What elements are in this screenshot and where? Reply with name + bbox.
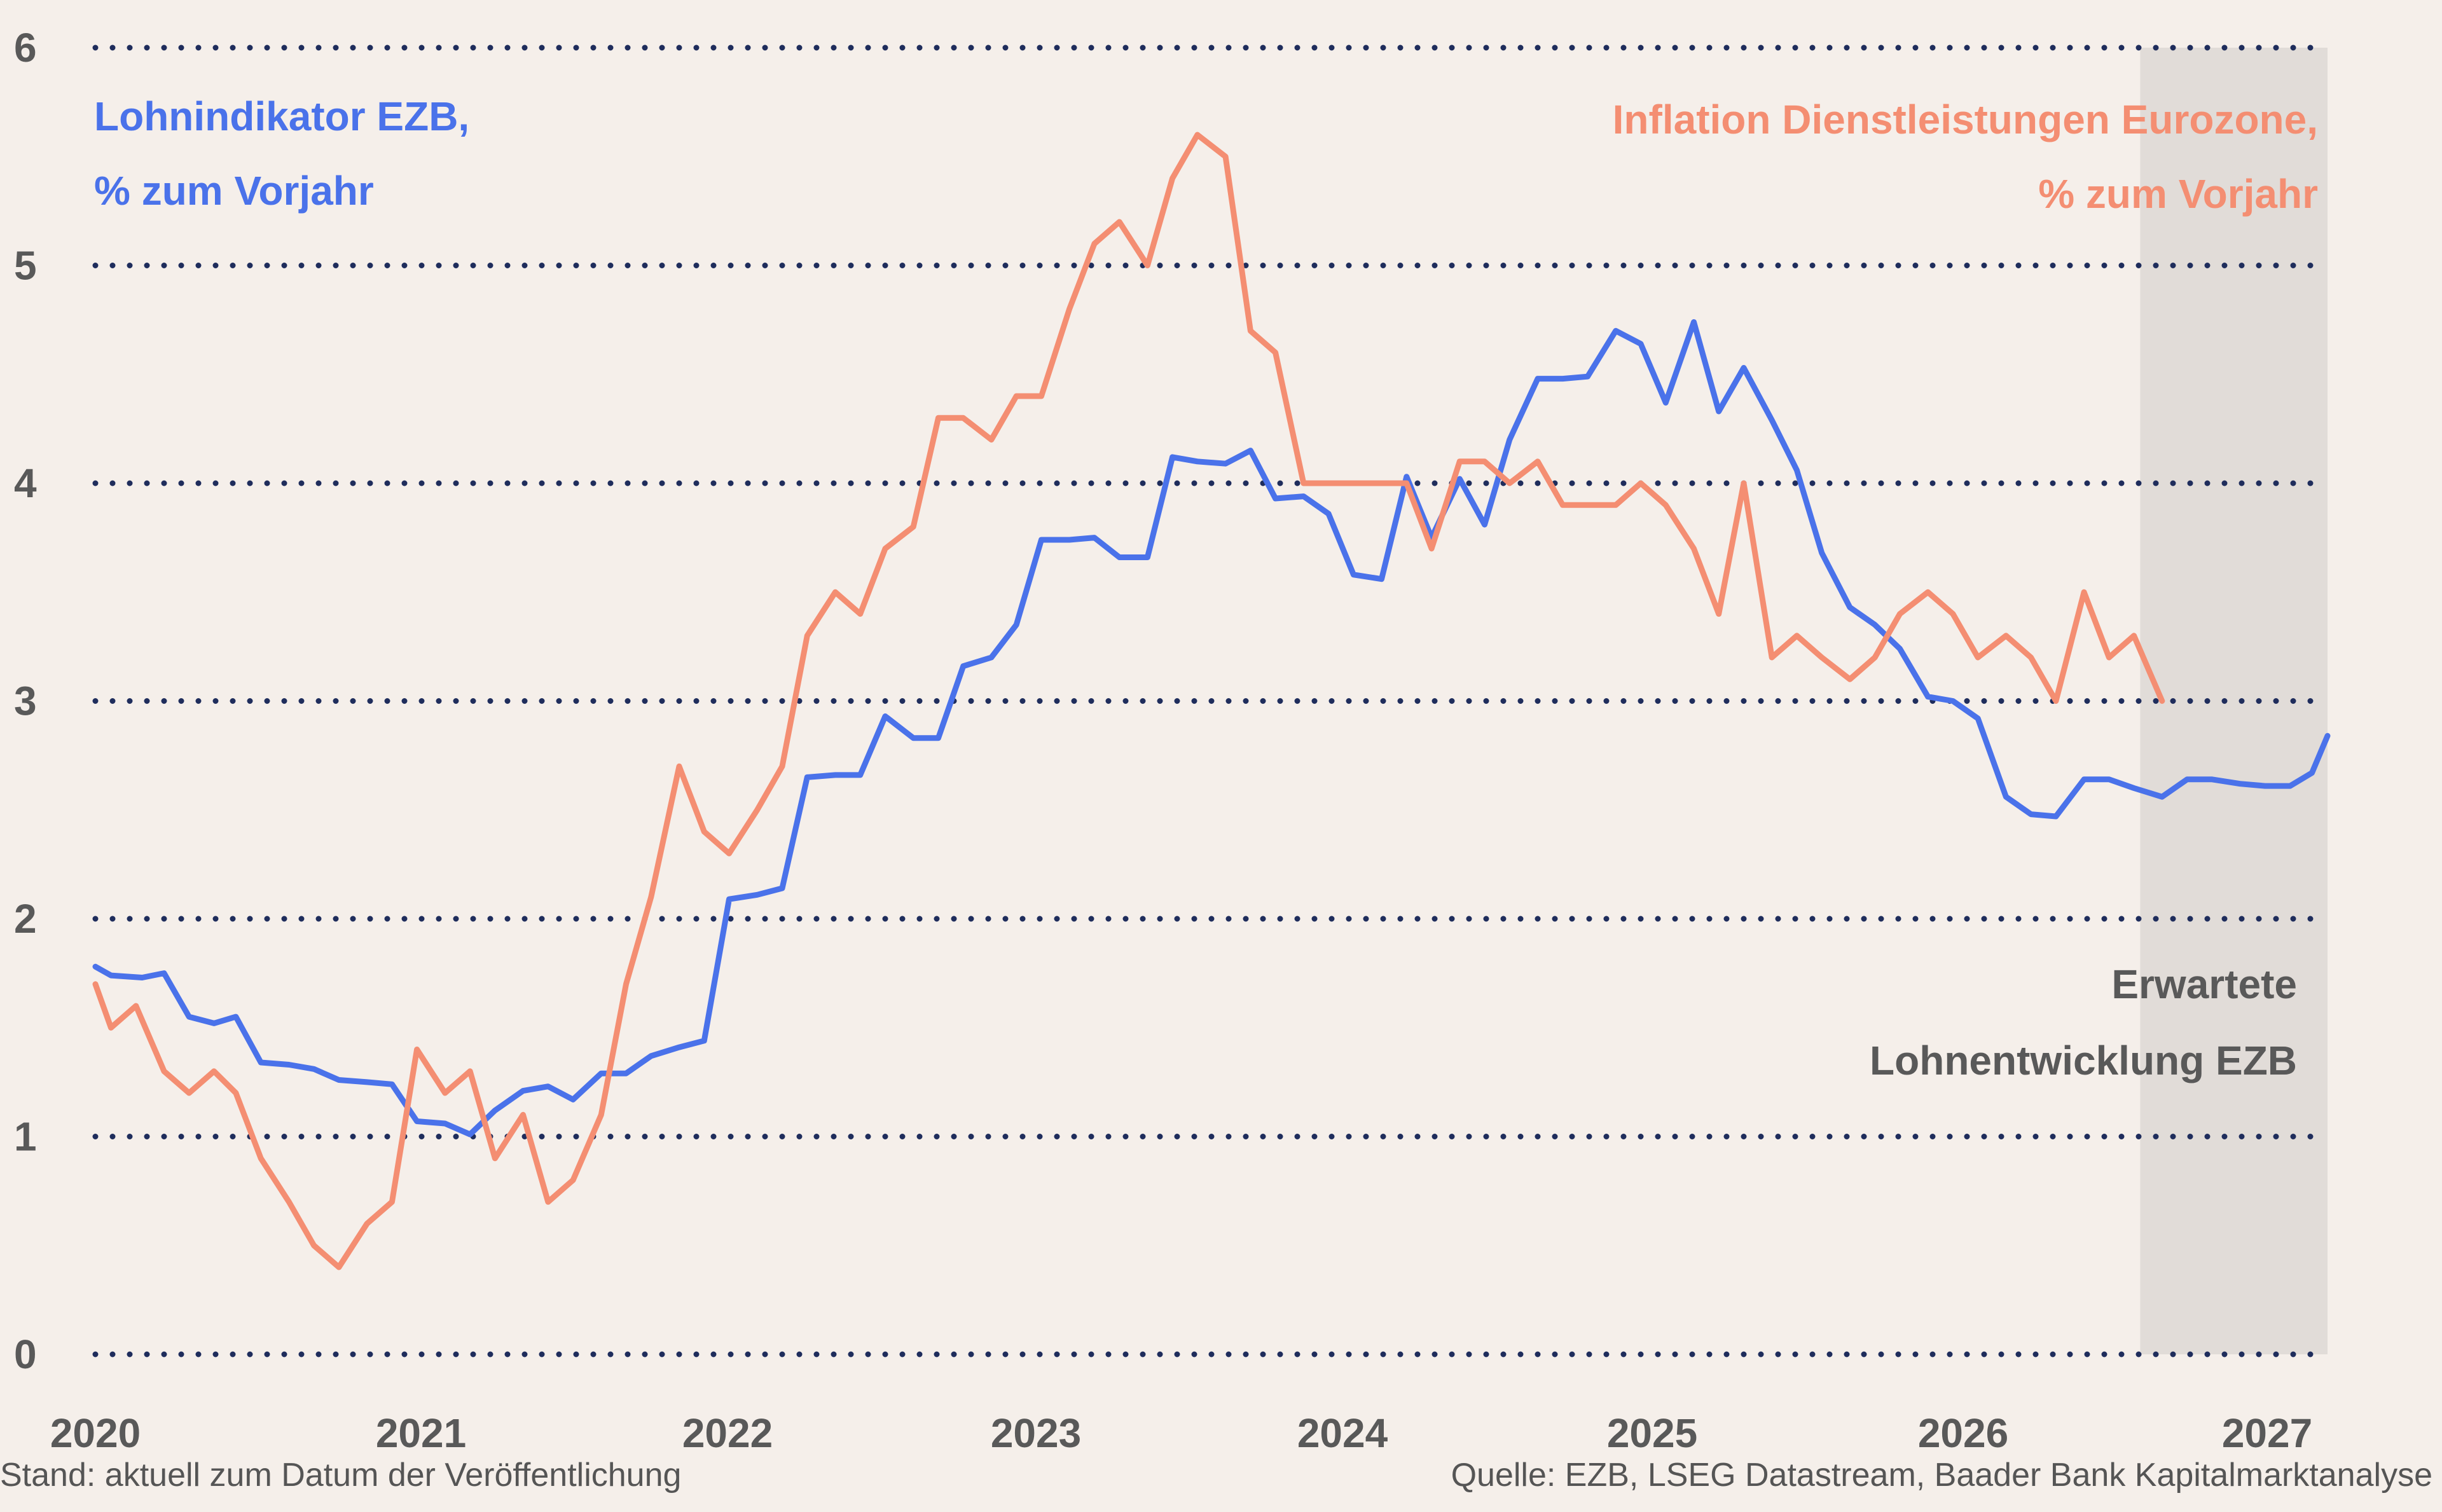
x-tick-label-2027: 2027 — [2222, 1410, 2312, 1456]
grid-layer — [92, 45, 2331, 1357]
y-tick-label-2: 2 — [14, 896, 37, 942]
wages-series-label-line1: Lohnindikator EZB, — [94, 93, 469, 139]
y-tick-label-6: 6 — [14, 25, 37, 71]
forecast-label-line2: Lohnentwicklung EZB — [1870, 1038, 2297, 1083]
y-tick-label-3: 3 — [14, 678, 37, 724]
forecast-label-line1: Erwartete — [2111, 961, 2297, 1007]
y-tick-label-0: 0 — [14, 1331, 37, 1377]
forecast-band — [2140, 48, 2328, 1354]
y-tick-label-4: 4 — [14, 460, 37, 506]
services-series-label-line1: Inflation Dienstleistungen Eurozone, — [1613, 97, 2318, 142]
series-layer — [92, 132, 2331, 1270]
y-tick-label-1: 1 — [14, 1114, 37, 1160]
forecast-band-layer — [2140, 48, 2328, 1354]
x-tick-label-2021: 2021 — [376, 1410, 466, 1456]
x-tick-label-2026: 2026 — [1918, 1410, 2008, 1456]
y-tick-labels: 0 1 2 3 4 5 6 — [14, 25, 37, 1377]
x-tick-label-2023: 2023 — [991, 1410, 1081, 1456]
wages-series-label-line2: % zum Vorjahr — [94, 168, 374, 214]
x-tick-label-2022: 2022 — [682, 1410, 773, 1456]
footer-source: Quelle: EZB, LSEG Datastream, Baader Ban… — [1451, 1457, 2432, 1494]
wages-series-line — [92, 319, 2331, 1137]
services-series-line — [92, 132, 2165, 1270]
x-tick-labels: 2020 2021 2022 2023 2024 2025 2026 2027 — [50, 1410, 2312, 1456]
x-tick-label-2025: 2025 — [1607, 1410, 1697, 1456]
y-tick-label-5: 5 — [14, 243, 37, 289]
x-tick-label-2024: 2024 — [1297, 1410, 1388, 1456]
footer-stand: Stand: aktuell zum Datum der Veröffentli… — [0, 1457, 681, 1494]
services-series-label-line2: % zum Vorjahr — [2038, 171, 2318, 217]
x-tick-label-2020: 2020 — [50, 1410, 141, 1456]
